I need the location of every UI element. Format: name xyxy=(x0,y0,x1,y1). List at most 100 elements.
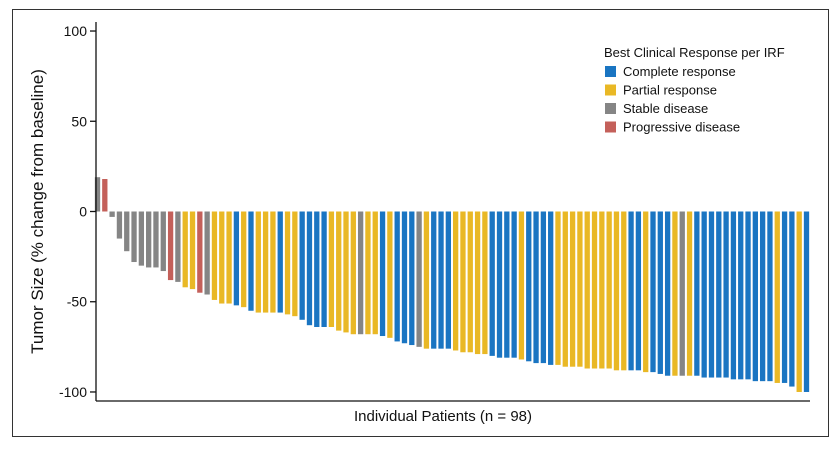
bar-patient-22 xyxy=(248,211,254,311)
bar-patient-70 xyxy=(599,211,605,369)
bar-patient-28 xyxy=(292,211,298,317)
legend-label-cr: Complete response xyxy=(623,64,736,79)
bar-patient-52 xyxy=(467,211,473,353)
bar-patient-87 xyxy=(723,211,729,378)
bar-patient-33 xyxy=(328,211,335,327)
y-tick-label: 0 xyxy=(79,204,87,220)
bar-patient-68 xyxy=(584,211,590,369)
bar-patient-42 xyxy=(394,211,400,342)
y-axis-title: Tumor Size (% change from baseline) xyxy=(28,69,47,354)
bar-patient-85 xyxy=(708,211,715,378)
bar-patient-44 xyxy=(409,211,415,346)
bar-patient-82 xyxy=(686,211,693,376)
bar-patient-93 xyxy=(767,211,773,382)
bar-patient-73 xyxy=(621,211,627,371)
bar-patient-64 xyxy=(555,211,561,365)
bar-patient-34 xyxy=(336,211,342,331)
bar-patient-29 xyxy=(299,211,305,320)
bar-patient-16 xyxy=(204,211,210,295)
bar-patient-37 xyxy=(357,211,364,335)
bar-patient-21 xyxy=(241,211,247,308)
bar-patient-46 xyxy=(423,211,430,349)
bar-patient-72 xyxy=(613,211,620,371)
legend-swatch-cr xyxy=(605,66,616,77)
bar-patient-4 xyxy=(116,211,123,239)
bar-patient-15 xyxy=(197,211,203,293)
bar-patient-84 xyxy=(701,211,707,378)
bar-patient-92 xyxy=(759,211,766,382)
bar-patient-55 xyxy=(489,211,495,356)
legend-swatch-pr xyxy=(605,84,616,96)
bar-patient-56 xyxy=(496,211,503,358)
legend-label-pr: Partial response xyxy=(623,83,717,98)
bar-patient-12 xyxy=(175,211,181,282)
legend-label-pd: Progressive disease xyxy=(623,120,740,135)
bar-patient-14 xyxy=(189,211,196,290)
legend-swatch-pd xyxy=(605,121,616,133)
bar-patient-5 xyxy=(124,211,130,252)
bar-patient-8 xyxy=(146,211,152,268)
bar-patient-11 xyxy=(167,211,174,281)
bar-patient-3 xyxy=(109,211,115,217)
bar-patient-27 xyxy=(284,211,291,315)
y-tick-label: -50 xyxy=(67,294,87,310)
bar-patient-74 xyxy=(628,211,634,371)
bar-patient-77 xyxy=(650,211,656,373)
bar-patient-2 xyxy=(102,179,108,212)
bar-patient-97 xyxy=(796,211,802,392)
bar-patient-41 xyxy=(387,211,393,338)
legend: Best Clinical Response per IRF Complete … xyxy=(604,45,785,135)
bar-patient-86 xyxy=(716,211,722,378)
bar-patient-31 xyxy=(314,211,320,327)
bar-patient-23 xyxy=(255,211,261,313)
bar-patient-20 xyxy=(233,211,240,306)
bar-patient-40 xyxy=(379,211,386,337)
bar-patient-83 xyxy=(694,211,700,376)
bar-patient-35 xyxy=(343,211,349,333)
bar-patient-19 xyxy=(226,211,232,304)
bar-patient-79 xyxy=(664,211,671,376)
bar-patient-6 xyxy=(131,211,137,263)
bar-patient-1 xyxy=(94,177,101,212)
bar-patient-60 xyxy=(526,211,532,362)
bar-patient-81 xyxy=(679,211,685,376)
bar-patient-98 xyxy=(803,211,810,392)
bar-patient-95 xyxy=(781,211,788,383)
legend-label-sd: Stable disease xyxy=(623,101,708,116)
bar-patient-57 xyxy=(504,211,510,358)
bar-patient-67 xyxy=(577,211,583,367)
bar-patient-36 xyxy=(350,211,356,335)
x-axis-title: Individual Patients (n = 98) xyxy=(354,408,532,425)
bar-patient-94 xyxy=(774,211,780,383)
bar-patient-59 xyxy=(518,211,525,360)
bar-patient-13 xyxy=(182,211,188,288)
bar-patient-25 xyxy=(270,211,276,313)
chart-frame xyxy=(12,9,829,437)
bar-patient-89 xyxy=(738,211,744,380)
bar-patient-80 xyxy=(672,211,678,376)
bar-patient-90 xyxy=(745,211,751,380)
bar-patient-51 xyxy=(460,211,466,353)
y-tick-label: 100 xyxy=(64,23,88,39)
bar-patient-26 xyxy=(277,211,283,313)
y-tick-label: -100 xyxy=(59,384,87,400)
bar-patient-71 xyxy=(606,211,612,369)
y-ticks-group: 100 50 0 -50 -100 xyxy=(59,23,96,400)
legend-swatch-sd xyxy=(605,103,616,114)
bar-patient-54 xyxy=(482,211,488,355)
bar-patient-50 xyxy=(453,211,459,351)
bar-patient-58 xyxy=(511,211,517,358)
bar-patient-75 xyxy=(635,211,642,371)
bar-patient-69 xyxy=(591,211,598,369)
bar-patient-63 xyxy=(548,211,554,365)
legend-title: Best Clinical Response per IRF xyxy=(604,45,785,60)
bar-patient-78 xyxy=(657,211,663,374)
bar-patient-38 xyxy=(365,211,371,335)
bar-patient-18 xyxy=(219,211,225,304)
bar-patient-49 xyxy=(445,211,451,349)
bar-patient-30 xyxy=(306,211,313,326)
bar-patient-10 xyxy=(160,211,166,272)
bars-group xyxy=(94,177,810,392)
bar-patient-48 xyxy=(438,211,444,349)
